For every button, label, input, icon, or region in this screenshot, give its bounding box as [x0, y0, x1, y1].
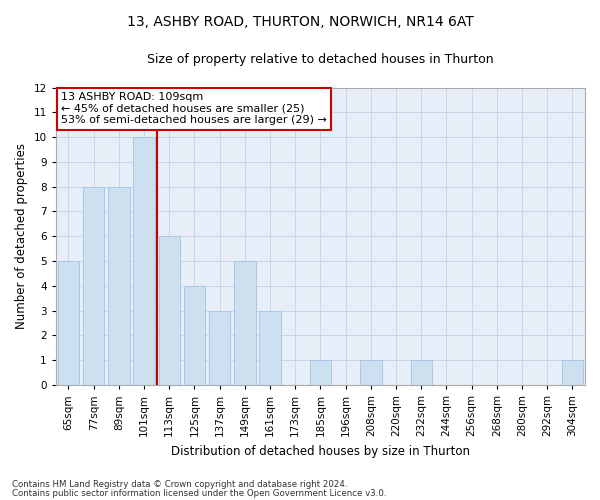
Text: Contains public sector information licensed under the Open Government Licence v3: Contains public sector information licen…: [12, 488, 386, 498]
X-axis label: Distribution of detached houses by size in Thurton: Distribution of detached houses by size …: [171, 444, 470, 458]
Bar: [259, 310, 281, 385]
Bar: [83, 186, 104, 385]
Bar: [360, 360, 382, 385]
Text: 13, ASHBY ROAD, THURTON, NORWICH, NR14 6AT: 13, ASHBY ROAD, THURTON, NORWICH, NR14 6…: [127, 15, 473, 29]
Text: Contains HM Land Registry data © Crown copyright and database right 2024.: Contains HM Land Registry data © Crown c…: [12, 480, 347, 489]
Text: 13 ASHBY ROAD: 109sqm
← 45% of detached houses are smaller (25)
53% of semi-deta: 13 ASHBY ROAD: 109sqm ← 45% of detached …: [61, 92, 327, 125]
Bar: [234, 261, 256, 385]
Bar: [310, 360, 331, 385]
Bar: [108, 186, 130, 385]
Title: Size of property relative to detached houses in Thurton: Size of property relative to detached ho…: [147, 52, 494, 66]
Bar: [133, 137, 155, 385]
Bar: [158, 236, 180, 385]
Bar: [184, 286, 205, 385]
Bar: [410, 360, 432, 385]
Bar: [209, 310, 230, 385]
Bar: [562, 360, 583, 385]
Y-axis label: Number of detached properties: Number of detached properties: [15, 144, 28, 330]
Bar: [58, 261, 79, 385]
